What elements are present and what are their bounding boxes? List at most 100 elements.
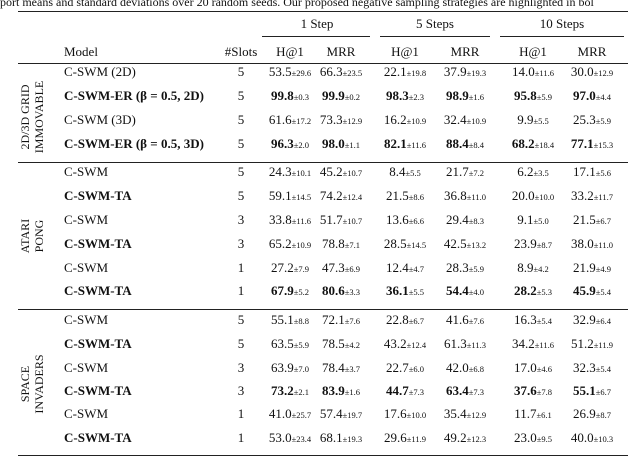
metric-std: ±11.6 xyxy=(291,216,311,226)
model-column-header: Model xyxy=(64,44,98,59)
metric-std: ±7.6 xyxy=(344,316,361,326)
metric-cell: 67.9±5.2 xyxy=(271,283,309,300)
metric-mean: 32.4 xyxy=(443,112,467,127)
metric-mean: 17.0 xyxy=(513,360,537,375)
metric-std: ±5.4 xyxy=(536,316,553,326)
metric-std: ±8.6 xyxy=(408,192,425,202)
metric-mean: 97.0 xyxy=(572,88,596,103)
metric-std: ±2.0 xyxy=(293,140,310,150)
metric-std: ±11.9 xyxy=(593,340,613,350)
metric-cell: 9.9±5.5 xyxy=(517,112,549,129)
slots-value: 3 xyxy=(237,383,245,398)
metric-mean: 83.9 xyxy=(321,383,345,398)
metric-cell: 68.1±19.3 xyxy=(320,430,362,447)
metric-std: ±7.0 xyxy=(293,364,310,374)
metric-std: ±5.9 xyxy=(536,92,553,102)
metric-mean: 61.3 xyxy=(444,336,467,351)
metric-cell: 36.8±11.0 xyxy=(444,188,486,205)
top-rule xyxy=(18,11,628,12)
metric-mean: 21.9 xyxy=(572,260,596,275)
metric-cell: 45.9±5.4 xyxy=(573,283,611,300)
metric-cell: 72.1±7.6 xyxy=(322,312,360,329)
model-name: C-SWM xyxy=(64,312,109,327)
metric-cell: 80.6±3.3 xyxy=(322,283,360,300)
metric-std: ±5.9 xyxy=(468,264,485,274)
slots-value: 5 xyxy=(237,88,245,103)
metric-std: ±4.2 xyxy=(344,340,361,350)
metric-std: ±11.6 xyxy=(534,340,554,350)
table-caption: port means and standard deviations over … xyxy=(0,0,594,9)
metric-cell: 53.5±29.6 xyxy=(269,64,311,81)
metric-mean: 14.0 xyxy=(512,64,535,79)
metric-std: ±12.4 xyxy=(342,192,363,202)
metric-cell: 66.3±23.5 xyxy=(320,64,362,81)
metric-std: ±18.4 xyxy=(534,140,555,150)
metric-cell: 12.4±4.7 xyxy=(386,260,424,277)
metric-mean: 78.5 xyxy=(321,336,345,351)
metric-std: ±0.2 xyxy=(344,92,361,102)
metric-std: ±15.3 xyxy=(593,140,614,150)
metric-cell: 16.2±10.9 xyxy=(384,112,426,129)
metric-mean: 80.6 xyxy=(321,283,345,298)
metric-std: ±10.0 xyxy=(534,192,555,202)
metric-mean: 17.1 xyxy=(572,164,596,179)
metric-mean: 42.0 xyxy=(445,360,469,375)
metric-std: ±1.6 xyxy=(468,92,485,102)
metric-mean: 22.1 xyxy=(383,64,407,79)
step-group-header: 10 Steps xyxy=(539,16,585,31)
metric-mean: 8.4 xyxy=(389,164,406,179)
metric-mean: 99.8 xyxy=(270,88,294,103)
metric-std: ±23.4 xyxy=(291,434,312,444)
metric-mean: 16.2 xyxy=(383,112,407,127)
metric-mean: 45.9 xyxy=(572,283,596,298)
slots-column-header: #Slots xyxy=(224,44,258,59)
metric-mean: 51.2 xyxy=(571,336,594,351)
metric-mean: 8.9 xyxy=(517,260,534,275)
metric-cell: 35.4±12.9 xyxy=(444,406,486,423)
metric-mean: 36.1 xyxy=(385,283,409,298)
metric-cell: 49.2±12.3 xyxy=(444,430,486,447)
metric-mean: 29.4 xyxy=(445,212,469,227)
metric-cell: 78.8±7.1 xyxy=(322,236,360,253)
group-label-line: IMMOVABLE xyxy=(32,80,46,154)
group-label: SPACE INVADERS xyxy=(18,354,46,413)
metric-cell: 17.1±5.6 xyxy=(573,164,611,181)
metric-cell: 8.4±5.5 xyxy=(389,164,421,181)
metric-mean: 23.0 xyxy=(513,430,537,445)
model-name: C-SWM xyxy=(64,360,109,375)
model-name: C-SWM-ER (β = 0.5, 2D) xyxy=(64,88,204,103)
metric-cell: 24.3±10.1 xyxy=(269,164,311,181)
model-name: C-SWM xyxy=(64,260,109,275)
metric-cell: 99.9±0.2 xyxy=(322,88,360,105)
metric-cell: 17.0±4.6 xyxy=(514,360,552,377)
metric-std: ±10.1 xyxy=(291,168,312,178)
metric-std: ±8.7 xyxy=(536,240,553,250)
metric-cell: 63.5±5.9 xyxy=(271,336,309,353)
metric-cell: 40.0±10.3 xyxy=(571,430,613,447)
metric-std: ±7.8 xyxy=(536,387,553,397)
metric-cell: 51.7±10.7 xyxy=(320,212,362,229)
slots-value: 5 xyxy=(237,164,245,179)
model-name: C-SWM xyxy=(64,212,109,227)
metric-std: ±0.3 xyxy=(293,92,310,102)
metric-cell: 8.9±4.2 xyxy=(517,260,549,277)
metric-cell: 17.6±10.0 xyxy=(384,406,426,423)
metric-std: ±11.7 xyxy=(593,192,613,202)
metric-std: ±10.3 xyxy=(593,434,614,444)
metric-mean: 67.9 xyxy=(270,283,294,298)
metric-std: ±4.6 xyxy=(536,364,553,374)
metric-header: MRR xyxy=(577,44,607,59)
group-divider-rule xyxy=(18,309,628,310)
metric-std: ±6.9 xyxy=(344,264,361,274)
model-name: C-SWM xyxy=(64,406,109,421)
metric-cell: 26.9±8.7 xyxy=(573,406,611,423)
metric-std: ±11.0 xyxy=(466,192,486,202)
metric-mean: 11.7 xyxy=(514,406,537,421)
metric-std: ±5.6 xyxy=(595,168,612,178)
metric-mean: 57.4 xyxy=(319,406,343,421)
metric-mean: 98.9 xyxy=(445,88,469,103)
metric-std: ±6.4 xyxy=(595,316,612,326)
metric-cell: 78.4±3.7 xyxy=(322,360,360,377)
metric-cell: 21.5±8.6 xyxy=(386,188,424,205)
metric-mean: 30.0 xyxy=(570,64,594,79)
